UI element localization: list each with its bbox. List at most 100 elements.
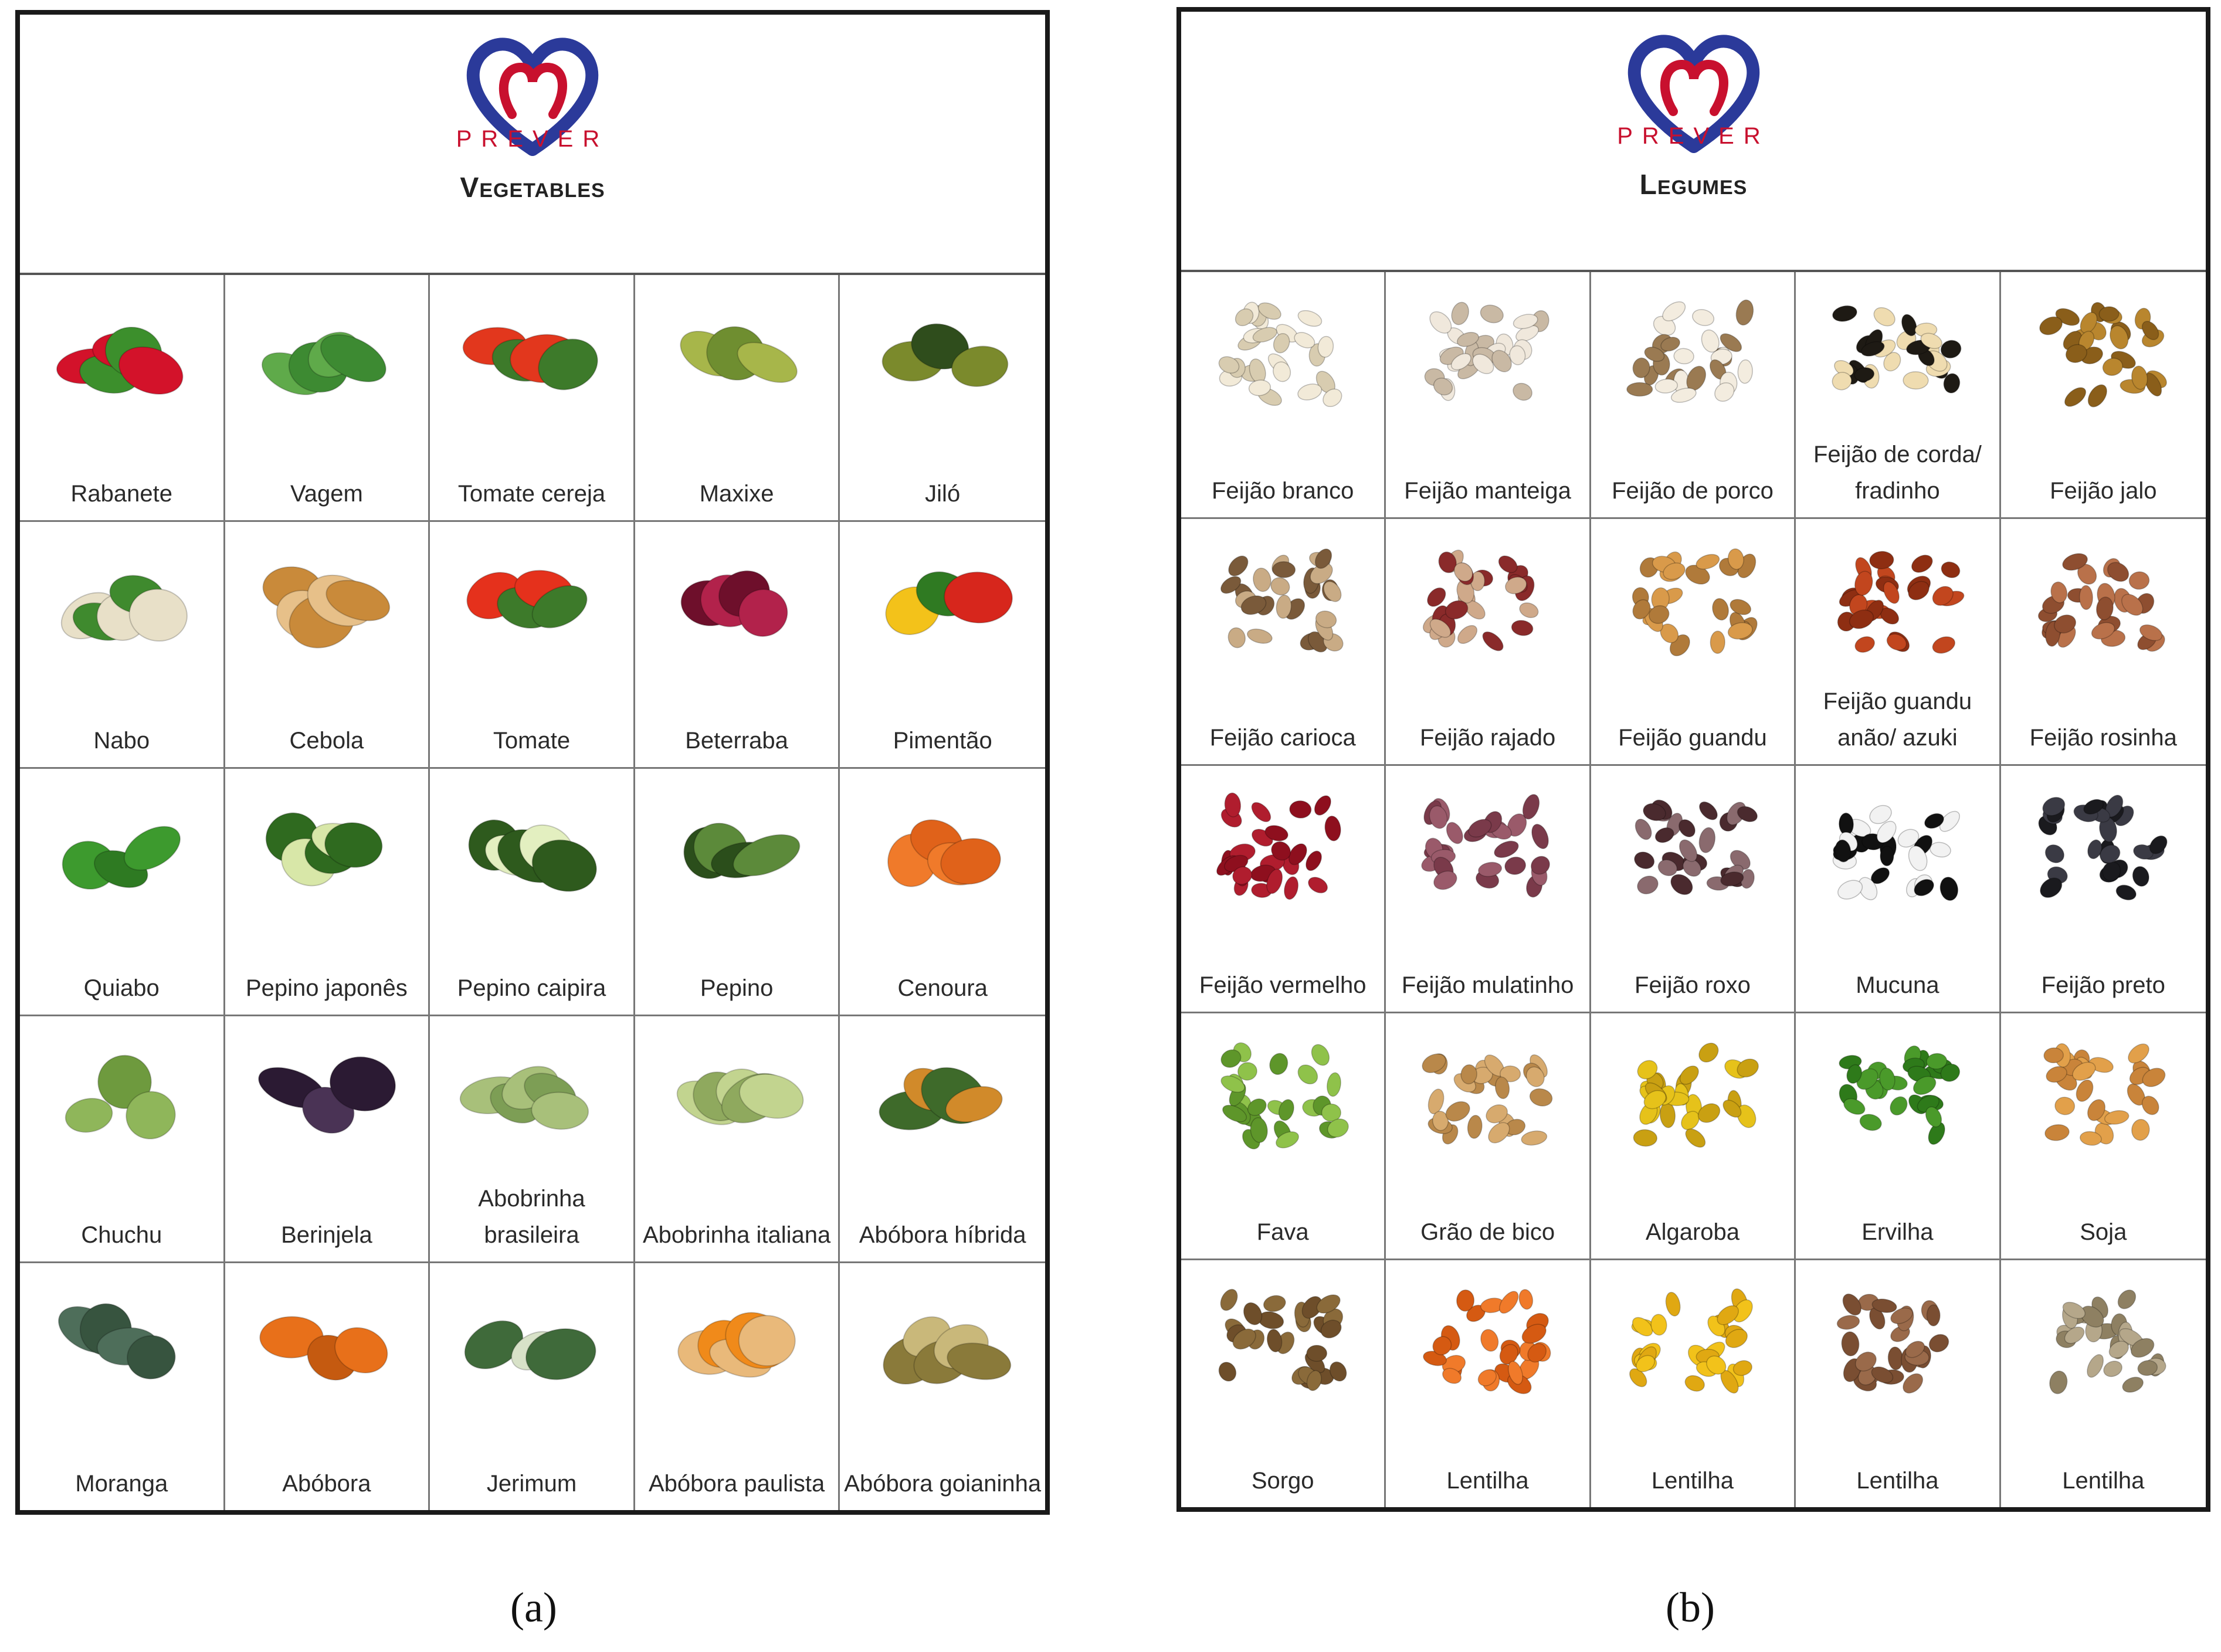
striped-squash-icon bbox=[452, 1278, 611, 1413]
pigeon-pea-icon bbox=[1613, 534, 1772, 669]
item-label: Feijão rajado bbox=[1419, 725, 1556, 751]
black-eyed-pea-icon bbox=[1818, 287, 1976, 422]
azuki-bean-icon bbox=[1818, 534, 1976, 669]
carioca-bean-icon bbox=[1203, 534, 1362, 669]
green-lentil-icon bbox=[2024, 1276, 2182, 1410]
jalo-bean-icon bbox=[2024, 287, 2182, 422]
item-label: Nabo bbox=[93, 728, 150, 754]
item-label: Ervilha bbox=[1861, 1219, 1934, 1245]
grid-cell: Beterraba bbox=[635, 522, 840, 769]
item-label: Lentilha bbox=[2062, 1468, 2145, 1494]
mesquite-seed-icon bbox=[1613, 1029, 1772, 1163]
grid-cell: Berinjela bbox=[225, 1016, 430, 1263]
grid-cell: Ervilha bbox=[1796, 1013, 2001, 1260]
panel-b-caption: (b) bbox=[1666, 1584, 1715, 1631]
gherkin-icon bbox=[657, 290, 816, 425]
grid-cell: Cebola bbox=[225, 522, 430, 769]
grid-cell: Lentilha bbox=[1796, 1260, 2001, 1507]
brand-name: PREVER bbox=[456, 126, 609, 152]
grid-cell: Abóbora goianinha bbox=[840, 1263, 1045, 1510]
grid-cell: Sorgo bbox=[1181, 1260, 1386, 1507]
item-label: Lentilha bbox=[1856, 1468, 1939, 1494]
item-label: Jiló bbox=[925, 481, 961, 507]
grid-cell: Chuchu bbox=[20, 1016, 225, 1263]
fava-bean-icon bbox=[1203, 1029, 1362, 1163]
grid-cell: Moranga bbox=[20, 1263, 225, 1510]
item-label: Feijão guandu anão/ azuki bbox=[1823, 688, 1972, 751]
soybean-icon bbox=[2024, 1029, 2182, 1163]
green-bean-icon bbox=[247, 290, 406, 425]
pumpkin-icon bbox=[247, 1278, 406, 1413]
mulatinho-bean-icon bbox=[1409, 781, 1567, 916]
grid-cell: Quiabo bbox=[20, 769, 225, 1016]
item-label: Abobrinha brasileira bbox=[478, 1185, 585, 1248]
item-label: Fava bbox=[1256, 1219, 1309, 1245]
speckled-bean-icon bbox=[1409, 534, 1567, 669]
pink-bean-icon bbox=[2024, 534, 2182, 669]
item-label: Pepino japonês bbox=[246, 975, 408, 1001]
item-label: Abóbora bbox=[282, 1471, 371, 1497]
item-label: Pepino bbox=[700, 975, 774, 1001]
grid-cell: Fava bbox=[1181, 1013, 1386, 1260]
turnip-icon bbox=[42, 537, 201, 672]
sorghum-icon bbox=[1203, 1276, 1362, 1410]
item-label: Feijão guandu bbox=[1618, 725, 1767, 751]
item-label: Tomate cereja bbox=[457, 481, 606, 507]
grid-cell: Rabanete bbox=[20, 275, 225, 523]
item-label: Feijão manteiga bbox=[1404, 478, 1571, 504]
grid-cell: Nabo bbox=[20, 522, 225, 769]
grid-cell: Maxixe bbox=[635, 275, 840, 523]
black-bean-icon bbox=[2024, 781, 2182, 916]
butternut-squash-icon bbox=[657, 1278, 816, 1413]
grid-cell: Feijão guandu bbox=[1591, 519, 1796, 766]
item-label: Cenoura bbox=[897, 975, 988, 1001]
vegetables-grid: Rabanete Vagem Tomate cereja Maxixe Jiló Nabo… bbox=[20, 275, 1045, 1510]
bell-pepper-icon bbox=[863, 537, 1022, 672]
scarlet-eggplant-icon bbox=[863, 290, 1022, 425]
grid-cell: Feijão guandu anão/ azuki bbox=[1796, 519, 2001, 766]
cucumber-icon bbox=[657, 784, 816, 919]
grid-cell: Abóbora bbox=[225, 1263, 430, 1510]
panel-header: PREVER Vegetables bbox=[20, 15, 1045, 275]
vegetables-panel: PREVER Vegetables Rabanete Vagem Tomate ce… bbox=[15, 10, 1050, 1515]
item-label: Chuchu bbox=[81, 1222, 162, 1248]
item-label: Abóbora paulista bbox=[648, 1471, 825, 1497]
carrot-icon bbox=[863, 784, 1022, 919]
japanese-cucumber-icon bbox=[247, 784, 406, 919]
grid-cell: Pepino bbox=[635, 769, 840, 1016]
brand-name: PREVER bbox=[1617, 123, 1770, 149]
red-lentil-icon bbox=[1409, 1276, 1567, 1410]
item-label: Lentilha bbox=[1446, 1468, 1529, 1494]
beet-icon bbox=[657, 537, 816, 672]
grid-cell: Grão de bico bbox=[1386, 1013, 1591, 1260]
item-label: Cebola bbox=[289, 728, 364, 754]
onion-icon bbox=[247, 537, 406, 672]
grid-cell: Mucuna bbox=[1796, 766, 2001, 1013]
grid-cell: Abóbora híbrida bbox=[840, 1016, 1045, 1263]
legumes-panel: PREVER Legumes Feijão branco Feijão mante… bbox=[1176, 7, 2210, 1512]
item-label: Abóbora goianinha bbox=[844, 1471, 1042, 1497]
butter-bean-icon bbox=[1409, 287, 1567, 422]
yellow-lentil-icon bbox=[1613, 1276, 1772, 1410]
panel-a-caption: (a) bbox=[510, 1584, 557, 1631]
grid-cell: Abóbora paulista bbox=[635, 1263, 840, 1510]
item-label: Quiabo bbox=[83, 975, 160, 1001]
item-label: Vagem bbox=[290, 481, 363, 507]
item-label: Feijão de corda/ fradinho bbox=[1813, 442, 1982, 504]
zucchini-icon bbox=[452, 784, 611, 919]
grid-cell: Pimentão bbox=[840, 522, 1045, 769]
item-label: Maxixe bbox=[699, 481, 774, 507]
grid-cell: Jiló bbox=[840, 275, 1045, 523]
grid-cell: Feijão preto bbox=[2000, 766, 2206, 1013]
item-label: Abóbora híbrida bbox=[859, 1222, 1026, 1248]
prever-heart-logo-icon bbox=[1627, 35, 1759, 153]
item-label: Feijão mulatinho bbox=[1401, 972, 1574, 998]
item-label: Jerimum bbox=[486, 1471, 577, 1497]
item-label: Feijão carioca bbox=[1209, 725, 1356, 751]
grid-cell: Jerimum bbox=[430, 1263, 635, 1510]
grid-cell: Feijão rajado bbox=[1386, 519, 1591, 766]
item-label: Tomate bbox=[493, 728, 571, 754]
brazilian-zucchini-icon bbox=[452, 1032, 611, 1166]
grid-cell: Feijão branco bbox=[1181, 272, 1386, 520]
grid-cell: Tomate cereja bbox=[430, 275, 635, 523]
